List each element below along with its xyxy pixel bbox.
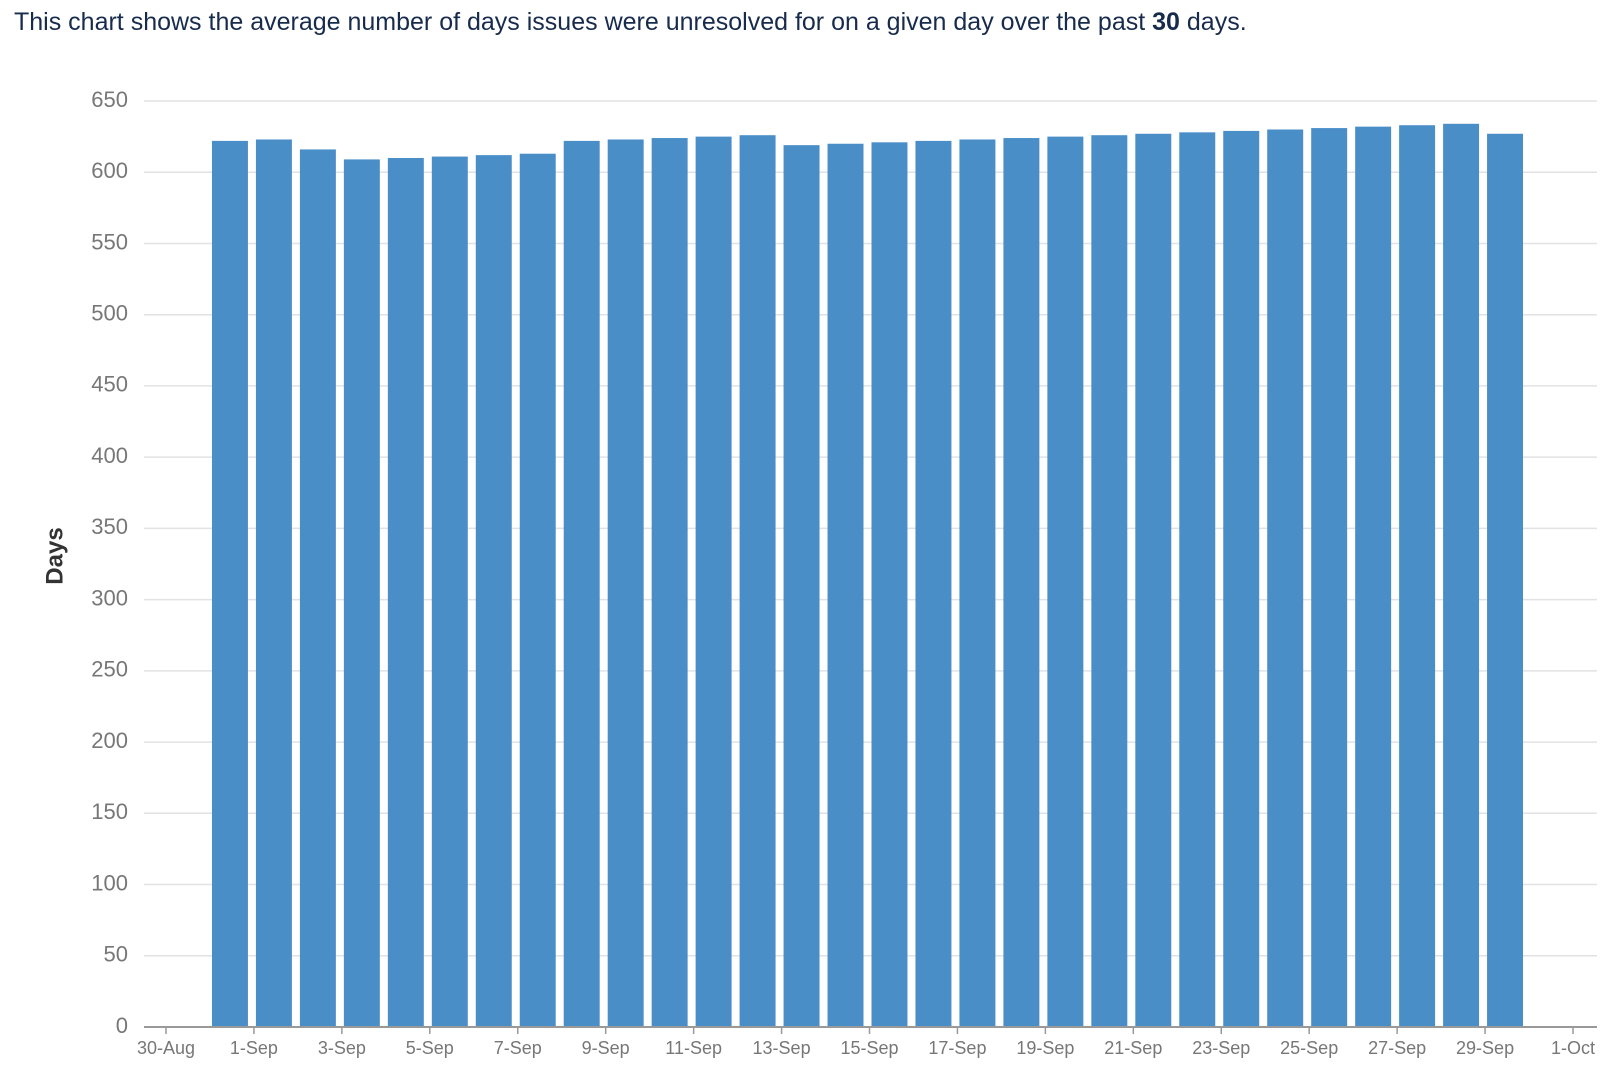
bar [607, 139, 644, 1028]
x-tick-label: 29-Sep [1456, 1038, 1514, 1058]
bar [563, 140, 600, 1028]
description-bold: 30 [1152, 8, 1180, 36]
y-tick-label: 600 [91, 158, 128, 183]
x-tick-label: 3-Sep [318, 1038, 366, 1058]
x-tick-label: 9-Sep [582, 1038, 630, 1058]
x-tick-label: 7-Sep [494, 1038, 542, 1058]
y-tick-label: 300 [91, 585, 128, 610]
x-tick-label: 1-Oct [1551, 1038, 1595, 1058]
y-tick-label: 0 [116, 1013, 128, 1038]
bar [1443, 123, 1480, 1028]
x-tick-label: 21-Sep [1104, 1038, 1162, 1058]
y-tick-label: 550 [91, 229, 128, 254]
x-tick-label: 30-Aug [137, 1038, 195, 1058]
y-tick-label: 450 [91, 372, 128, 397]
x-tick-label: 25-Sep [1280, 1038, 1338, 1058]
bar [915, 140, 952, 1028]
x-tick-label: 23-Sep [1192, 1038, 1250, 1058]
y-tick-label: 650 [91, 87, 128, 112]
bar [959, 139, 996, 1028]
bar [695, 136, 732, 1028]
bar [343, 159, 380, 1027]
bar [255, 139, 292, 1028]
bar [1399, 125, 1436, 1028]
y-tick-label: 50 [104, 942, 128, 967]
y-tick-label: 100 [91, 870, 128, 895]
x-tick-label: 5-Sep [406, 1038, 454, 1058]
x-tick-label: 11-Sep [665, 1038, 722, 1058]
y-tick-label: 200 [91, 728, 128, 753]
x-tick-label: 13-Sep [753, 1038, 811, 1058]
bar [475, 155, 512, 1028]
x-tick-label: 27-Sep [1368, 1038, 1426, 1058]
y-axis-label: Days [41, 527, 68, 584]
description-text: This chart shows the average number of d… [14, 8, 1146, 36]
description-text: days. [1186, 8, 1247, 36]
bar [1355, 126, 1392, 1028]
bar [387, 157, 424, 1027]
bar [1003, 138, 1040, 1028]
x-tick-label: 17-Sep [928, 1038, 986, 1058]
bar [1267, 129, 1304, 1027]
y-tick-label: 150 [91, 799, 128, 824]
bar [783, 145, 820, 1027]
bar [1091, 135, 1128, 1027]
bar [431, 156, 468, 1027]
x-tick-label: 19-Sep [1016, 1038, 1074, 1058]
bar [827, 143, 864, 1027]
bar [1047, 136, 1084, 1028]
x-tick-label: 15-Sep [840, 1038, 898, 1058]
bar [871, 142, 908, 1027]
bar [1179, 132, 1216, 1027]
y-tick-label: 400 [91, 443, 128, 468]
bar [651, 138, 688, 1028]
bar [1311, 128, 1348, 1027]
x-tick-label: 1-Sep [230, 1038, 278, 1058]
y-tick-label: 250 [91, 657, 128, 682]
bar [739, 135, 776, 1027]
bar [299, 149, 336, 1028]
y-tick-label: 350 [91, 514, 128, 539]
bar [1223, 130, 1260, 1027]
bar [519, 153, 556, 1028]
description: This chart shows the average number of d… [14, 8, 1247, 37]
bar [1135, 133, 1172, 1027]
bar [211, 140, 248, 1028]
y-tick-label: 500 [91, 301, 128, 326]
bar [1487, 133, 1524, 1027]
